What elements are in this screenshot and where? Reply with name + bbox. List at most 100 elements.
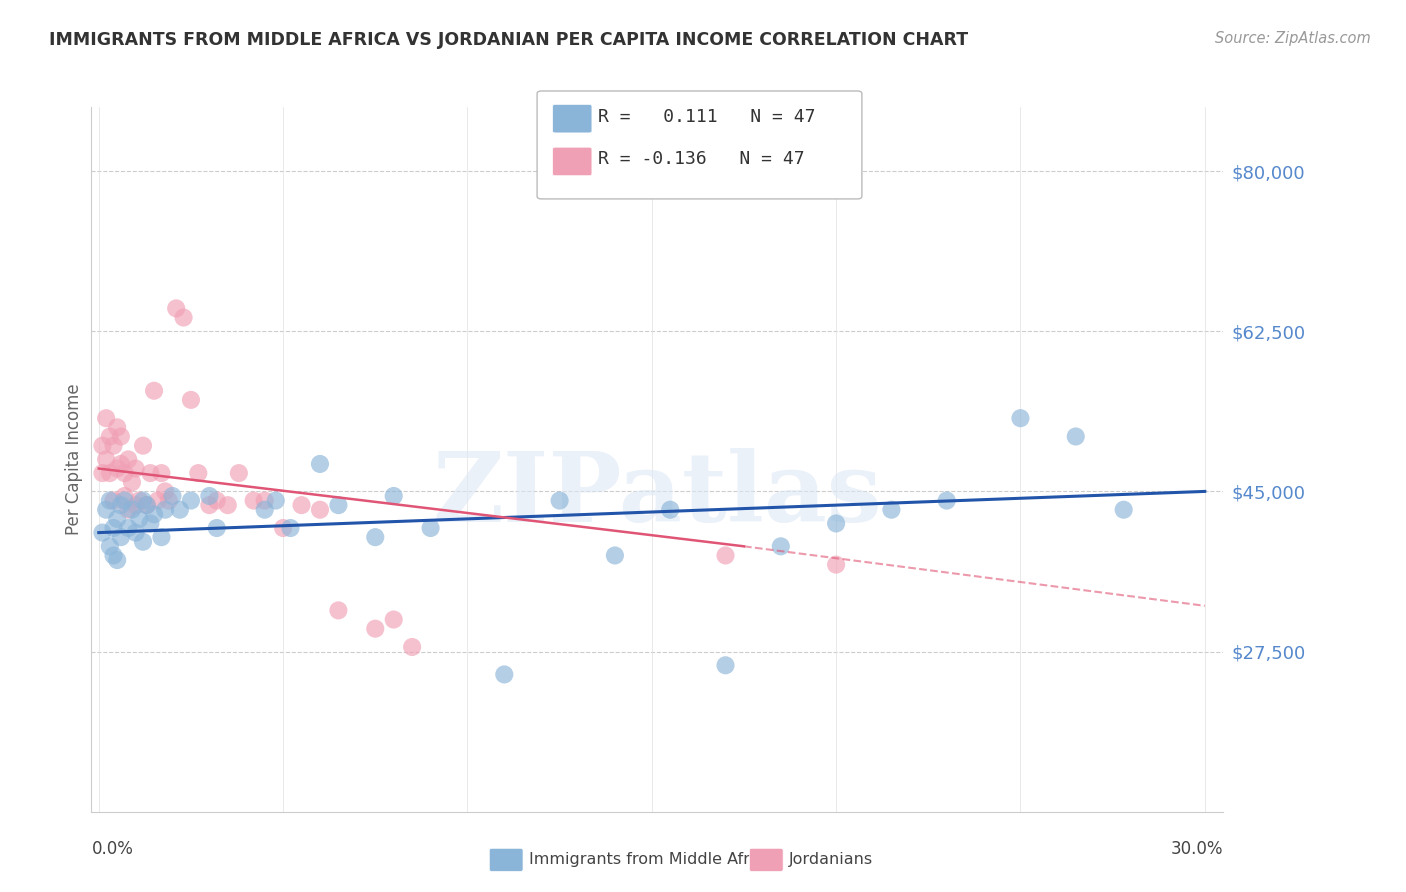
Point	[769, 539, 792, 553]
Point	[91, 439, 114, 453]
Point	[121, 475, 143, 490]
Point	[132, 493, 155, 508]
Point	[98, 539, 121, 553]
Point	[128, 493, 150, 508]
Point	[114, 489, 136, 503]
Point	[271, 521, 294, 535]
Text: 0.0%: 0.0%	[91, 840, 134, 858]
Point	[253, 502, 276, 516]
Point	[228, 466, 250, 480]
Text: Immigrants from Middle Africa: Immigrants from Middle Africa	[529, 853, 773, 867]
Point	[187, 466, 209, 480]
Point	[659, 502, 682, 516]
Point	[205, 521, 228, 535]
Point	[217, 498, 239, 512]
Point	[132, 534, 155, 549]
Point	[98, 429, 121, 443]
Point	[198, 498, 221, 512]
Point	[1010, 411, 1032, 425]
Point	[105, 512, 128, 526]
Point	[117, 521, 139, 535]
Point	[150, 466, 173, 480]
Point	[603, 549, 626, 563]
Point	[91, 466, 114, 480]
Point	[1112, 502, 1135, 516]
Point	[94, 452, 117, 467]
Point	[143, 508, 166, 522]
Point	[253, 493, 276, 508]
Point	[180, 493, 202, 508]
Point	[110, 530, 132, 544]
Text: R = -0.136   N = 47: R = -0.136 N = 47	[598, 150, 804, 168]
Point	[143, 384, 166, 398]
Point	[135, 498, 157, 512]
Point	[117, 452, 139, 467]
Point	[382, 489, 405, 503]
Point	[382, 613, 405, 627]
Y-axis label: Per Capita Income: Per Capita Income	[65, 384, 83, 535]
Point	[935, 493, 957, 508]
Point	[264, 493, 287, 508]
Point	[173, 310, 195, 325]
Text: Source: ZipAtlas.com: Source: ZipAtlas.com	[1215, 31, 1371, 46]
Point	[169, 502, 191, 516]
Point	[328, 498, 350, 512]
Point	[180, 392, 202, 407]
Point	[105, 420, 128, 434]
Point	[132, 439, 155, 453]
Point	[364, 530, 387, 544]
Point	[110, 457, 132, 471]
Point	[548, 493, 571, 508]
Point	[135, 498, 157, 512]
Point	[103, 521, 125, 535]
Point	[114, 466, 136, 480]
Point	[124, 498, 146, 512]
Point	[124, 461, 146, 475]
Point	[98, 493, 121, 508]
Point	[309, 457, 332, 471]
Point	[153, 502, 176, 516]
Point	[153, 484, 176, 499]
Text: R =   0.111   N = 47: R = 0.111 N = 47	[598, 108, 815, 126]
Point	[105, 553, 128, 567]
Point	[494, 667, 516, 681]
Point	[419, 521, 441, 535]
Point	[328, 603, 350, 617]
Text: Jordanians: Jordanians	[789, 853, 873, 867]
Point	[105, 461, 128, 475]
Point	[880, 502, 903, 516]
Point	[290, 498, 312, 512]
Point	[94, 502, 117, 516]
Point	[825, 516, 848, 531]
Text: ZIPatlas: ZIPatlas	[433, 448, 882, 541]
Point	[825, 558, 848, 572]
Point	[98, 466, 121, 480]
Point	[114, 493, 136, 508]
Point	[103, 439, 125, 453]
Point	[157, 493, 180, 508]
Point	[103, 549, 125, 563]
Point	[1064, 429, 1087, 443]
Point	[205, 493, 228, 508]
Point	[364, 622, 387, 636]
Point	[714, 658, 737, 673]
Point	[124, 525, 146, 540]
Point	[146, 493, 169, 508]
Point	[198, 489, 221, 503]
Point	[139, 466, 162, 480]
Point	[242, 493, 264, 508]
Text: IMMIGRANTS FROM MIDDLE AFRICA VS JORDANIAN PER CAPITA INCOME CORRELATION CHART: IMMIGRANTS FROM MIDDLE AFRICA VS JORDANI…	[49, 31, 969, 49]
Point	[165, 301, 187, 316]
Point	[401, 640, 423, 654]
Point	[139, 516, 162, 531]
Point	[94, 411, 117, 425]
Point	[128, 512, 150, 526]
Point	[309, 502, 332, 516]
Text: 30.0%: 30.0%	[1171, 840, 1223, 858]
Point	[103, 493, 125, 508]
Point	[121, 502, 143, 516]
Point	[714, 549, 737, 563]
Point	[91, 525, 114, 540]
Point	[110, 429, 132, 443]
Point	[110, 498, 132, 512]
